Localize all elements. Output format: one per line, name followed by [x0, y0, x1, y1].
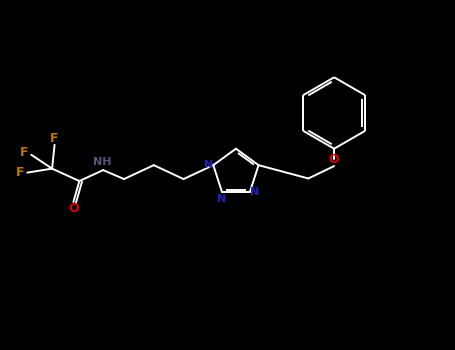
Text: N: N — [250, 187, 259, 197]
Text: N: N — [217, 194, 227, 204]
Text: O: O — [329, 153, 339, 166]
Text: NH: NH — [93, 157, 111, 167]
Text: N: N — [204, 160, 213, 170]
Text: F: F — [20, 146, 29, 159]
Text: O: O — [68, 202, 79, 215]
Text: F: F — [51, 132, 59, 145]
Text: F: F — [16, 166, 25, 179]
